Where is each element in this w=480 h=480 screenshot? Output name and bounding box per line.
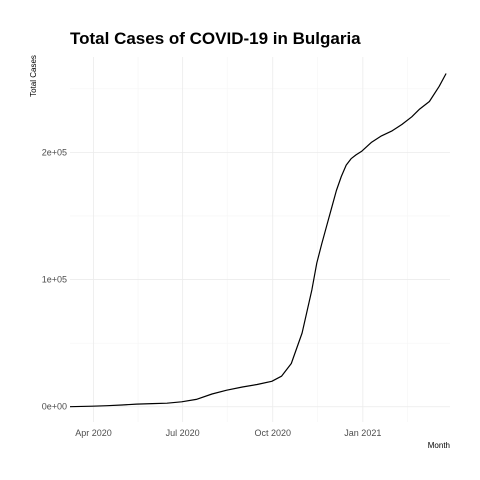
x-tick-label: Oct 2020 xyxy=(254,428,291,438)
x-tick-label: Jul 2020 xyxy=(166,428,200,438)
series-line xyxy=(69,73,447,408)
x-tick-label: Apr 2020 xyxy=(75,428,112,438)
x-tick-label: Jan 2021 xyxy=(344,428,381,438)
x-axis-title: Month xyxy=(428,441,450,450)
grid xyxy=(70,57,450,422)
y-tick-label: 1e+05 xyxy=(42,275,67,285)
plot-area xyxy=(69,73,447,408)
axis-ticks: 0e+00 1e+05 2e+05 Apr 2020 Jul 2020 Oct 2020 J… xyxy=(42,147,382,438)
y-axis-title: Total Cases xyxy=(29,55,38,97)
chart-title: Total Cases of COVID-19 in Bulgaria xyxy=(70,29,361,48)
y-tick-label: 0e+00 xyxy=(42,402,67,412)
y-tick-label: 2e+05 xyxy=(42,147,67,157)
